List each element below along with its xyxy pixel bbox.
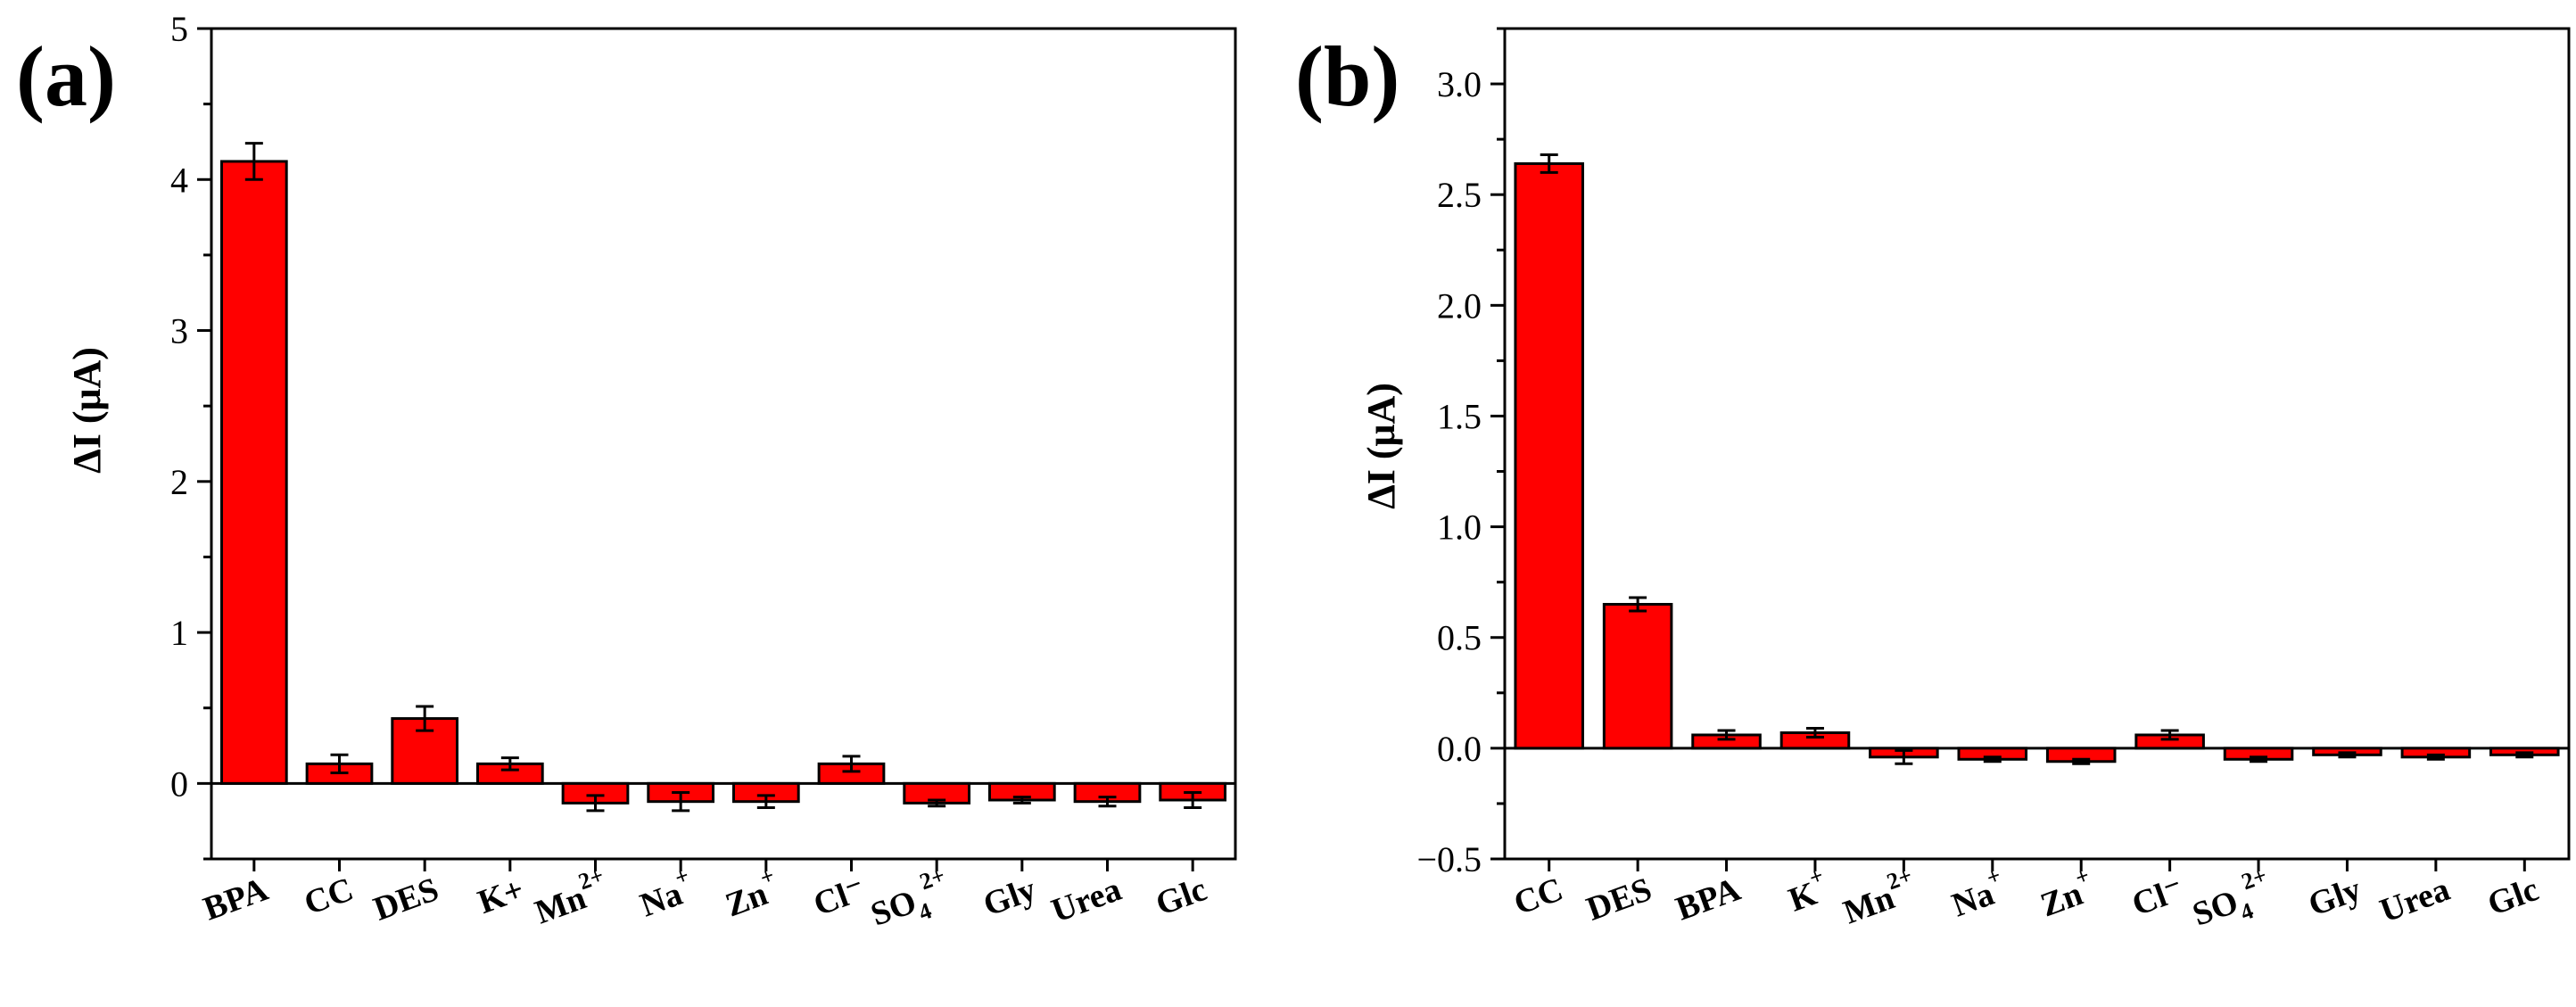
category-label-1: CC — [300, 871, 359, 922]
plot-frame — [210, 27, 1237, 861]
category-label-11: Glc — [2482, 871, 2543, 923]
category-label-5: Na+ — [632, 863, 699, 925]
category-label-3: K+ — [1781, 863, 1834, 920]
category-label-6: Zn+ — [718, 863, 785, 925]
category-label-0: CC — [1509, 871, 1568, 922]
category-label-9: Gly — [978, 871, 1041, 924]
panel-label-a: (a) — [16, 29, 116, 124]
y-tick-label-7: 3.0 — [1437, 64, 1482, 104]
category-label-0: BPA — [199, 871, 274, 929]
category-label-8: SO42+ — [863, 863, 958, 942]
chart-b: CC DES BPA K+Mn2+ Na+ Zn+ Cl⁻ SO42+ Gly Urea Glc −0… — [1359, 27, 2571, 942]
category-label-9: Gly — [2304, 871, 2366, 924]
y-tick-label-1: 1 — [170, 613, 188, 653]
y-axis-label: ΔI (μA) — [1359, 383, 1403, 509]
y-tick-label-0: −0.5 — [1416, 839, 1482, 879]
y-tick-label-6: 2.5 — [1437, 175, 1482, 215]
bar-0 — [219, 160, 288, 785]
category-label-10: Urea — [2375, 871, 2455, 930]
y-tick-label-5: 5 — [170, 9, 188, 49]
y-axis-label: ΔI (μA) — [65, 347, 109, 474]
category-label-11: Glc — [1151, 871, 1211, 923]
category-label-7: Cl⁻ — [809, 871, 871, 923]
y-tick-label-5: 2.0 — [1437, 285, 1482, 326]
y-tick-label-1: 0.0 — [1437, 729, 1482, 769]
category-label-5: Na+ — [1944, 863, 2010, 925]
y-tick-label-3: 1.0 — [1437, 508, 1482, 548]
category-label-4: Mn2+ — [1836, 863, 1922, 932]
category-label-10: Urea — [1047, 871, 1127, 930]
y-tick-label-2: 2 — [170, 462, 188, 502]
y-tick-label-3: 3 — [170, 311, 188, 351]
bar-0 — [1514, 161, 1584, 750]
bar-1 — [1602, 602, 1673, 750]
chart-a: BPA CC DES K+ Mn2+ Na+ Zn+ Cl⁻SO42+ Gly Urea Glc 0 1… — [65, 9, 1237, 942]
category-label-7: Cl⁻ — [2127, 871, 2189, 923]
plot-frame — [1503, 27, 2571, 861]
category-label-2: DES — [368, 871, 443, 929]
category-label-1: DES — [1581, 871, 1656, 929]
y-tick-label-4: 1.5 — [1437, 396, 1482, 436]
category-label-8: SO42+ — [2184, 863, 2280, 942]
category-label-4: Mn2+ — [527, 863, 614, 932]
y-tick-label-4: 4 — [170, 160, 188, 200]
y-tick-label-0: 0 — [170, 764, 188, 804]
category-label-6: Zn+ — [2033, 863, 2100, 925]
category-label-3: K+ — [473, 871, 528, 921]
y-tick-label-2: 0.5 — [1437, 618, 1482, 658]
category-label-2: BPA — [1671, 871, 1746, 929]
panel-label-b: (b) — [1295, 29, 1399, 124]
